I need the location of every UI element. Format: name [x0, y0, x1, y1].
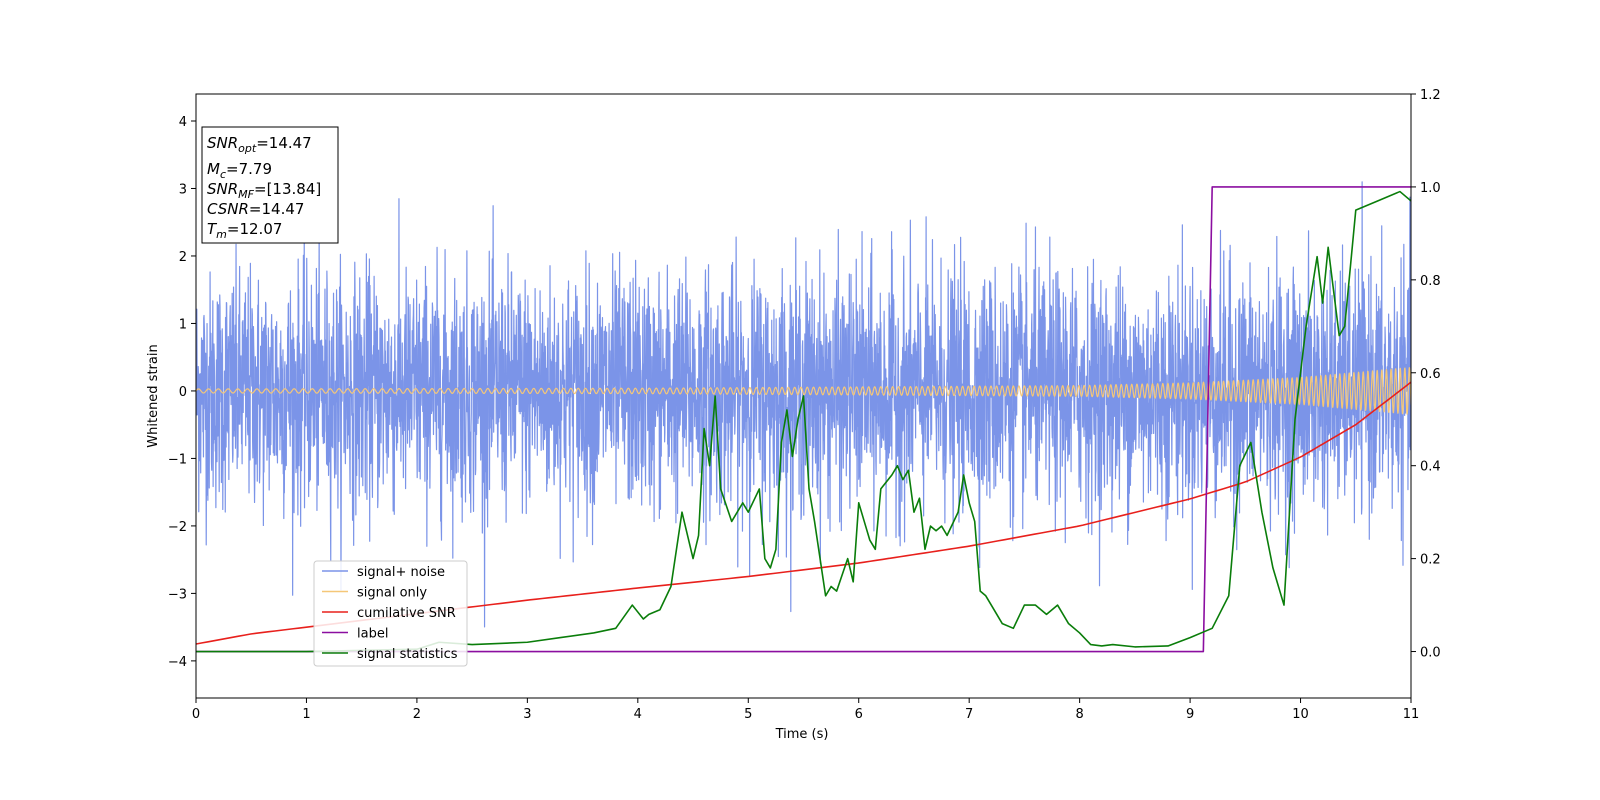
x-tick-label: 2	[413, 707, 421, 722]
y2-axis: 0.0 0.2 0.4 0.6 0.8 1.0 1.2	[1411, 88, 1441, 661]
y-tick-label: −3	[168, 587, 187, 602]
y-tick-label: −2	[168, 520, 187, 535]
legend-label: label	[357, 627, 388, 642]
x-axis: 0 1 2 3 4 5 6 7 8 9 10 11	[192, 698, 1419, 722]
info-line: SNRMF=[13.84]	[207, 180, 321, 201]
x-tick-label: 10	[1292, 707, 1309, 722]
y-axis-title: Whitened strain	[146, 344, 161, 447]
x-tick-label: 5	[744, 707, 752, 722]
x-tick-label: 8	[1075, 707, 1083, 722]
y2-tick-label: 1.0	[1420, 181, 1441, 196]
y-tick-label: 2	[179, 250, 187, 265]
info-box-frame	[201, 126, 339, 244]
y2-tick-label: 0.0	[1420, 646, 1441, 661]
legend-frame	[313, 560, 468, 667]
x-tick-label: 9	[1186, 707, 1194, 722]
y2-tick-label: 0.2	[1420, 553, 1441, 568]
info-box: SNRopt=14.47 Mc=7.79SNRMF=[13.84]CSNR=14.…	[201, 126, 339, 244]
legend: signal+ noise signal only cumilative SNR la…	[313, 560, 468, 667]
y-tick-label: 4	[179, 115, 187, 130]
x-tick-label: 4	[634, 707, 642, 722]
series-line-label	[196, 186, 1411, 653]
y-tick-label: −1	[168, 452, 187, 467]
info-line: CSNR=14.47	[207, 200, 304, 218]
y2-tick-label: 1.2	[1420, 88, 1441, 103]
x-axis-title: Time (s)	[775, 727, 829, 742]
y2-tick-label: 0.4	[1420, 460, 1441, 475]
x-tick-label: 1	[302, 707, 310, 722]
legend-label: cumilative SNR	[357, 606, 456, 621]
y2-tick-label: 0.6	[1420, 367, 1441, 382]
info-line: Mc=7.79	[207, 160, 272, 181]
info-line: Tm=12.07	[207, 220, 282, 241]
y-axis: −4 −3 −2 −1 0 1 2 3 4	[168, 115, 196, 670]
info-line: SNRopt=14.47	[207, 134, 312, 155]
series-line-signal-statistics	[196, 190, 1411, 653]
x-tick-label: 3	[523, 707, 531, 722]
x-tick-label: 11	[1403, 707, 1420, 722]
legend-label: signal+ noise	[357, 565, 445, 580]
y2-tick-label: 0.8	[1420, 274, 1441, 289]
y-tick-label: 3	[179, 182, 187, 197]
y-tick-label: 1	[179, 317, 187, 332]
x-tick-label: 6	[855, 707, 863, 722]
plot-frame	[195, 93, 1412, 699]
y-tick-label: 0	[179, 385, 187, 400]
legend-label: signal statistics	[357, 647, 458, 662]
x-tick-label: 0	[192, 707, 200, 722]
y-tick-label: −4	[168, 655, 187, 670]
legend-label: signal only	[357, 586, 427, 601]
x-tick-label: 7	[965, 707, 973, 722]
